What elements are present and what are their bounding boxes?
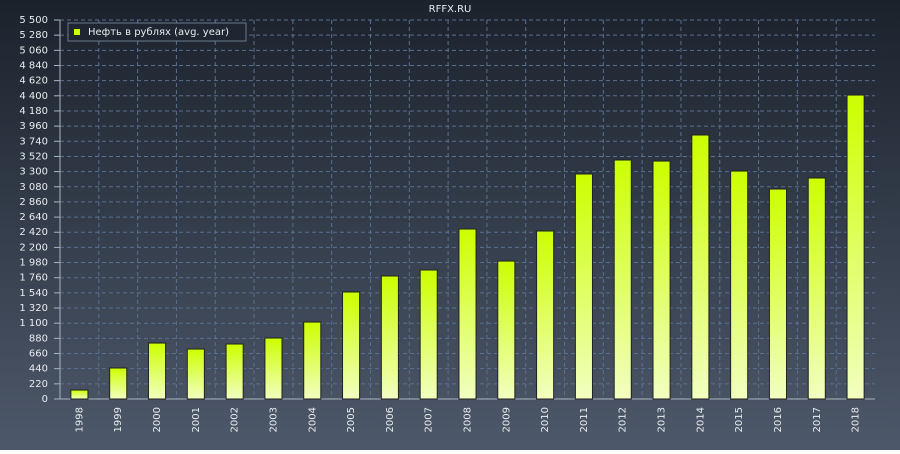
y-tick-label: 2 860 [19,197,48,208]
y-tick-label: 2 420 [19,227,48,238]
y-tick-label: 3 300 [19,167,48,178]
y-tick-label: 3 080 [19,182,48,193]
y-tick-label: 880 [29,333,48,344]
bar [147,342,167,400]
x-tick-label: 2012 [618,407,629,432]
y-tick-label: 3 520 [19,151,48,162]
x-tick-label: 1999 [113,407,124,432]
y-tick-label: 5 500 [19,15,48,26]
bar [303,321,322,400]
y-tick-label: 5 280 [19,30,48,41]
x-tick-label: 2005 [346,407,357,432]
legend-label: Нефть в рублях (avg. year) [88,27,229,38]
x-tick-label: 2013 [657,407,668,432]
y-tick-label: 4 400 [19,91,48,102]
bar [497,260,516,400]
x-tick-label: 2010 [540,407,551,432]
x-tick-label: 2015 [734,407,745,432]
bar [458,228,477,400]
y-tick-label: 2 640 [19,212,48,223]
bar [768,188,788,400]
y-tick-label: 1 980 [19,258,48,269]
y-tick-label: 4 840 [19,60,48,71]
x-tick-label: 2011 [579,407,590,432]
y-tick-label: 4 180 [19,106,48,117]
x-tick-label: 2009 [501,407,512,432]
bar [652,160,671,400]
x-tick-label: 2002 [230,407,241,432]
x-tick-label: 1998 [74,407,85,432]
y-tick-label: 660 [29,349,48,360]
y-tick-label: 3 740 [19,136,48,147]
legend-swatch [74,29,80,35]
bar [574,173,593,400]
bar [613,159,632,400]
y-tick-label: 3 960 [19,121,48,132]
y-tick-label: 1 100 [19,318,48,329]
bar [70,389,89,400]
y-tick-label: 1 320 [19,303,48,314]
y-tick-label: 440 [29,364,48,375]
x-tick-label: 2000 [152,407,163,432]
bar [846,94,865,400]
bar [264,337,283,400]
bar [730,170,749,400]
y-tick-label: 5 060 [19,45,48,56]
y-tick-label: 0 [42,394,48,405]
y-tick-label: 1 540 [19,288,48,299]
y-tick-label: 1 760 [19,273,48,284]
bar [691,134,710,400]
x-tick-label: 2016 [773,407,784,432]
x-tick-label: 2003 [268,407,279,432]
bar [109,367,128,400]
bar [225,343,244,400]
y-tick-label: 220 [29,379,48,390]
y-tick-label: 2 200 [19,242,48,253]
x-tick-label: 2018 [851,407,862,432]
legend-box [67,22,247,42]
bar [807,177,826,400]
bar [536,230,555,400]
x-tick-label: 2007 [424,407,435,432]
x-tick-label: 2014 [695,407,706,432]
x-tick-label: 2004 [307,407,318,432]
chart-title: RFFX.RU [429,4,472,15]
bar [186,348,205,400]
x-tick-label: 2008 [463,407,474,432]
bar [380,275,399,400]
y-tick-label: 4 620 [19,76,48,87]
x-tick-label: 2017 [812,407,823,432]
bar [342,291,361,400]
bar [419,269,438,400]
x-tick-label: 2001 [191,407,202,432]
x-tick-label: 2006 [385,407,396,432]
